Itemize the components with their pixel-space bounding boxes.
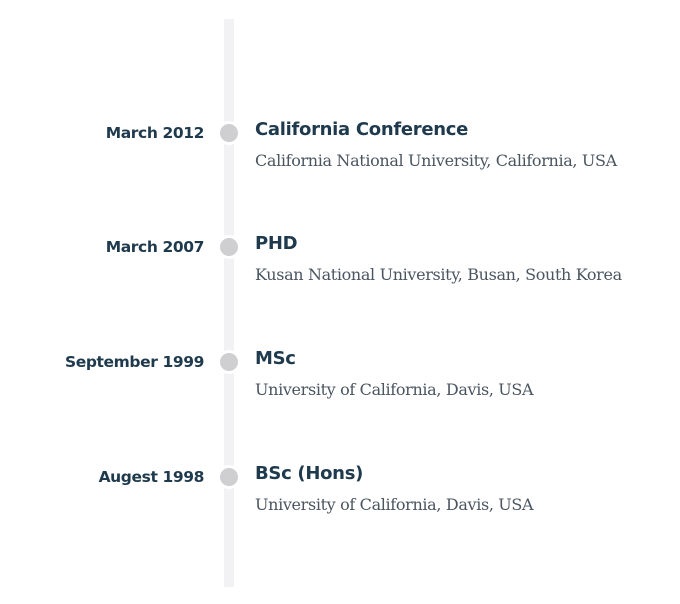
entry-subtitle: Kusan National University, Busan, South … (255, 265, 622, 284)
entry-date: September 1999 (64, 353, 204, 371)
timeline-dot-icon (220, 353, 238, 371)
timeline-dot-icon (220, 124, 238, 142)
timeline-entry: March 2007 PHD Kusan National University… (0, 233, 680, 315)
entry-title: BSc (Hons) (255, 463, 364, 484)
entry-subtitle: University of California, Davis, USA (255, 495, 534, 514)
timeline-entry: March 2012 California Conference Califor… (0, 119, 680, 201)
entry-date: March 2007 (105, 238, 205, 256)
timeline-entry: Augest 1998 BSc (Hons) University of Cal… (0, 463, 680, 545)
entry-title: MSc (255, 348, 296, 369)
timeline-track (224, 19, 234, 587)
entry-title: California Conference (255, 119, 469, 140)
entry-date: Augest 1998 (98, 468, 205, 486)
entry-title: PHD (255, 233, 298, 254)
entry-subtitle: University of California, Davis, USA (255, 380, 534, 399)
entry-date: March 2012 (105, 124, 205, 142)
timeline-dot-icon (220, 238, 238, 256)
timeline-entry: September 1999 MSc University of Califor… (0, 348, 680, 430)
entry-subtitle: California National University, Californ… (255, 151, 617, 170)
timeline-dot-icon (220, 468, 238, 486)
